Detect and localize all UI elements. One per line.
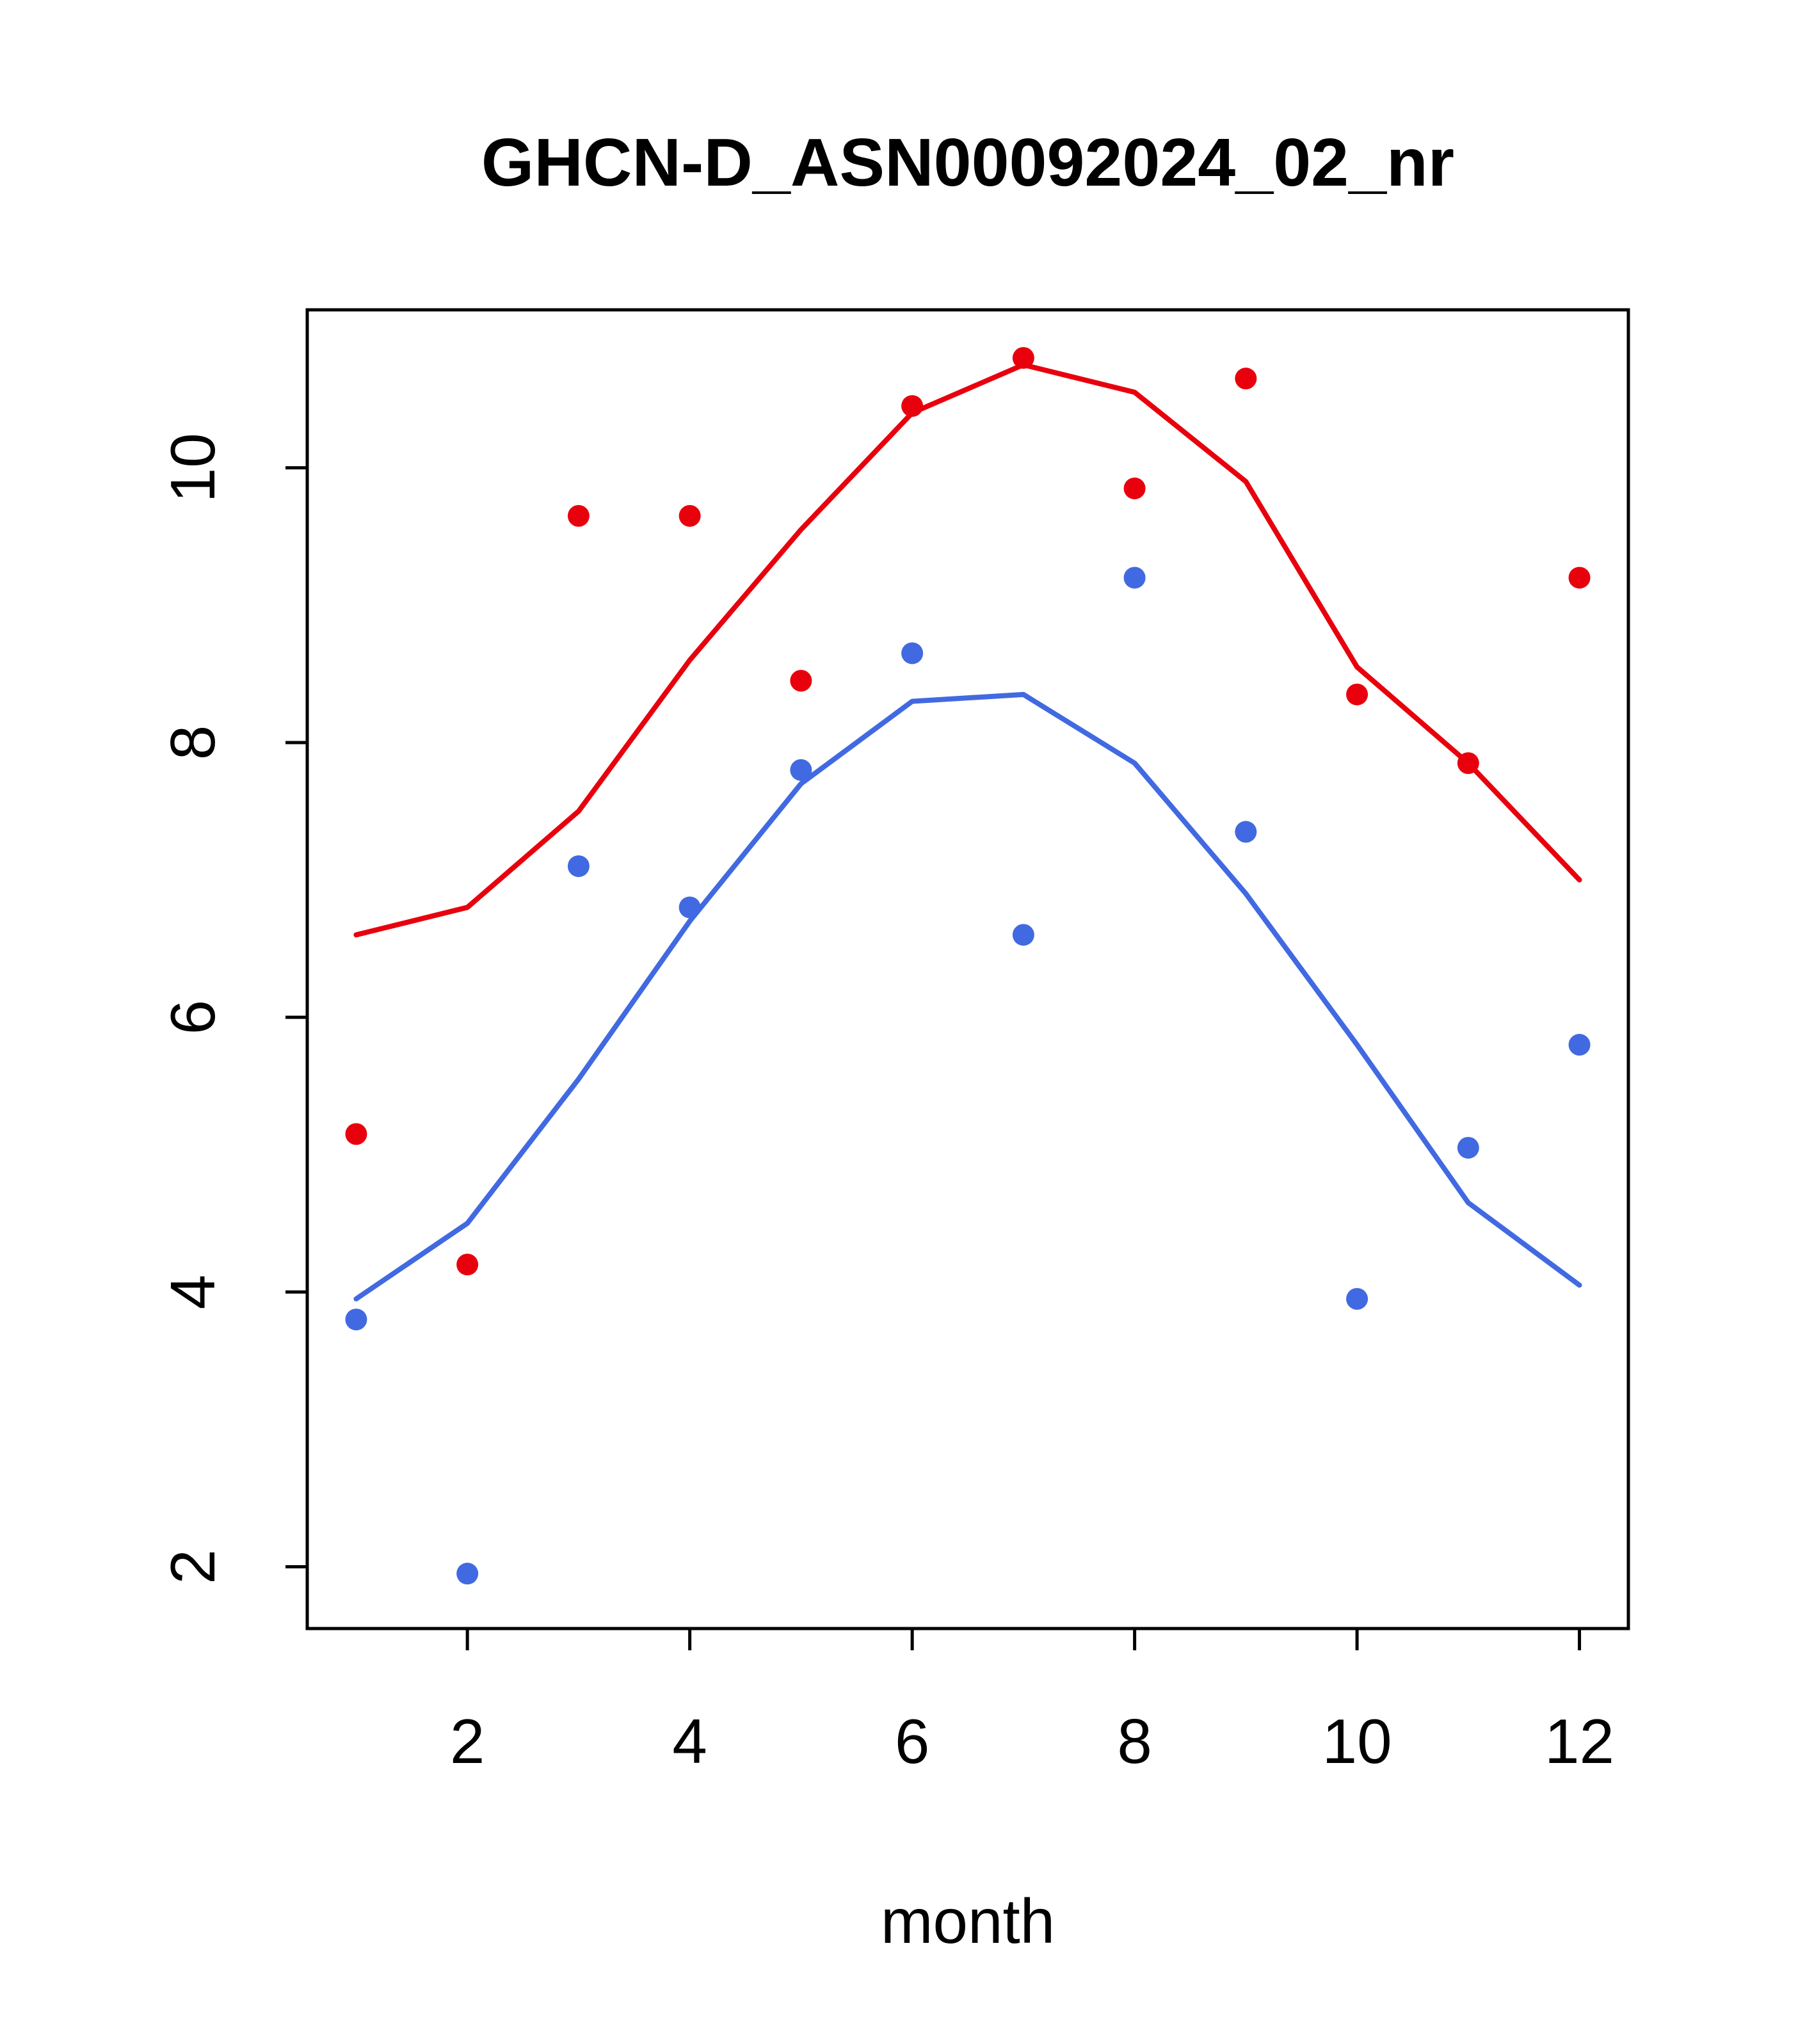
blue-points-marker: [678, 896, 701, 919]
red-points-marker: [567, 504, 590, 527]
red-points-marker: [345, 1123, 367, 1145]
blue-points-marker: [1012, 924, 1034, 946]
series-group: [345, 347, 1591, 1585]
x-tick-label: 12: [1545, 1706, 1614, 1776]
red-points-marker: [1123, 477, 1146, 499]
blue-points-marker: [1568, 1034, 1591, 1056]
y-tick-label: 10: [157, 433, 228, 503]
axes: 2 4 6 8 10 12 2 4 6 8 10: [157, 433, 1614, 1776]
blue-points-marker: [1346, 1288, 1369, 1310]
red-points-marker: [790, 670, 812, 692]
x-tick-label: 10: [1322, 1706, 1392, 1776]
blue-points-marker: [901, 642, 924, 664]
red-points-marker: [456, 1253, 479, 1276]
red-points-marker: [1568, 567, 1591, 589]
chart-title: GHCN-D_ASN00092024_02_nr: [481, 125, 1454, 200]
x-tick-label: 4: [672, 1706, 707, 1776]
x-axis-label: month: [881, 1886, 1055, 1956]
x-tick-label: 2: [450, 1706, 485, 1776]
blue-points-marker: [1123, 567, 1146, 589]
red-points-marker: [901, 395, 924, 417]
red-points-marker: [678, 504, 701, 527]
red-points-marker: [1346, 683, 1369, 705]
blue-points-marker: [567, 855, 590, 878]
blue-line: [353, 691, 1582, 1301]
x-tick-label: 6: [895, 1706, 930, 1776]
red-points-marker: [1457, 752, 1479, 775]
y-tick-label: 6: [157, 1000, 228, 1035]
blue-points-marker: [1457, 1136, 1479, 1159]
blue-points-marker: [1235, 821, 1257, 843]
x-tick-label: 8: [1117, 1706, 1152, 1776]
y-tick-label: 8: [157, 725, 228, 760]
blue-points-marker: [345, 1308, 367, 1331]
red-points-marker: [1012, 347, 1034, 369]
y-tick-label: 4: [157, 1275, 228, 1310]
blue-points-marker: [790, 759, 812, 781]
red-line: [353, 362, 1582, 938]
blue-points-marker: [456, 1563, 479, 1585]
red-points-marker: [1235, 367, 1257, 390]
y-tick-label: 2: [157, 1549, 228, 1584]
plot-box: [305, 308, 1630, 1630]
